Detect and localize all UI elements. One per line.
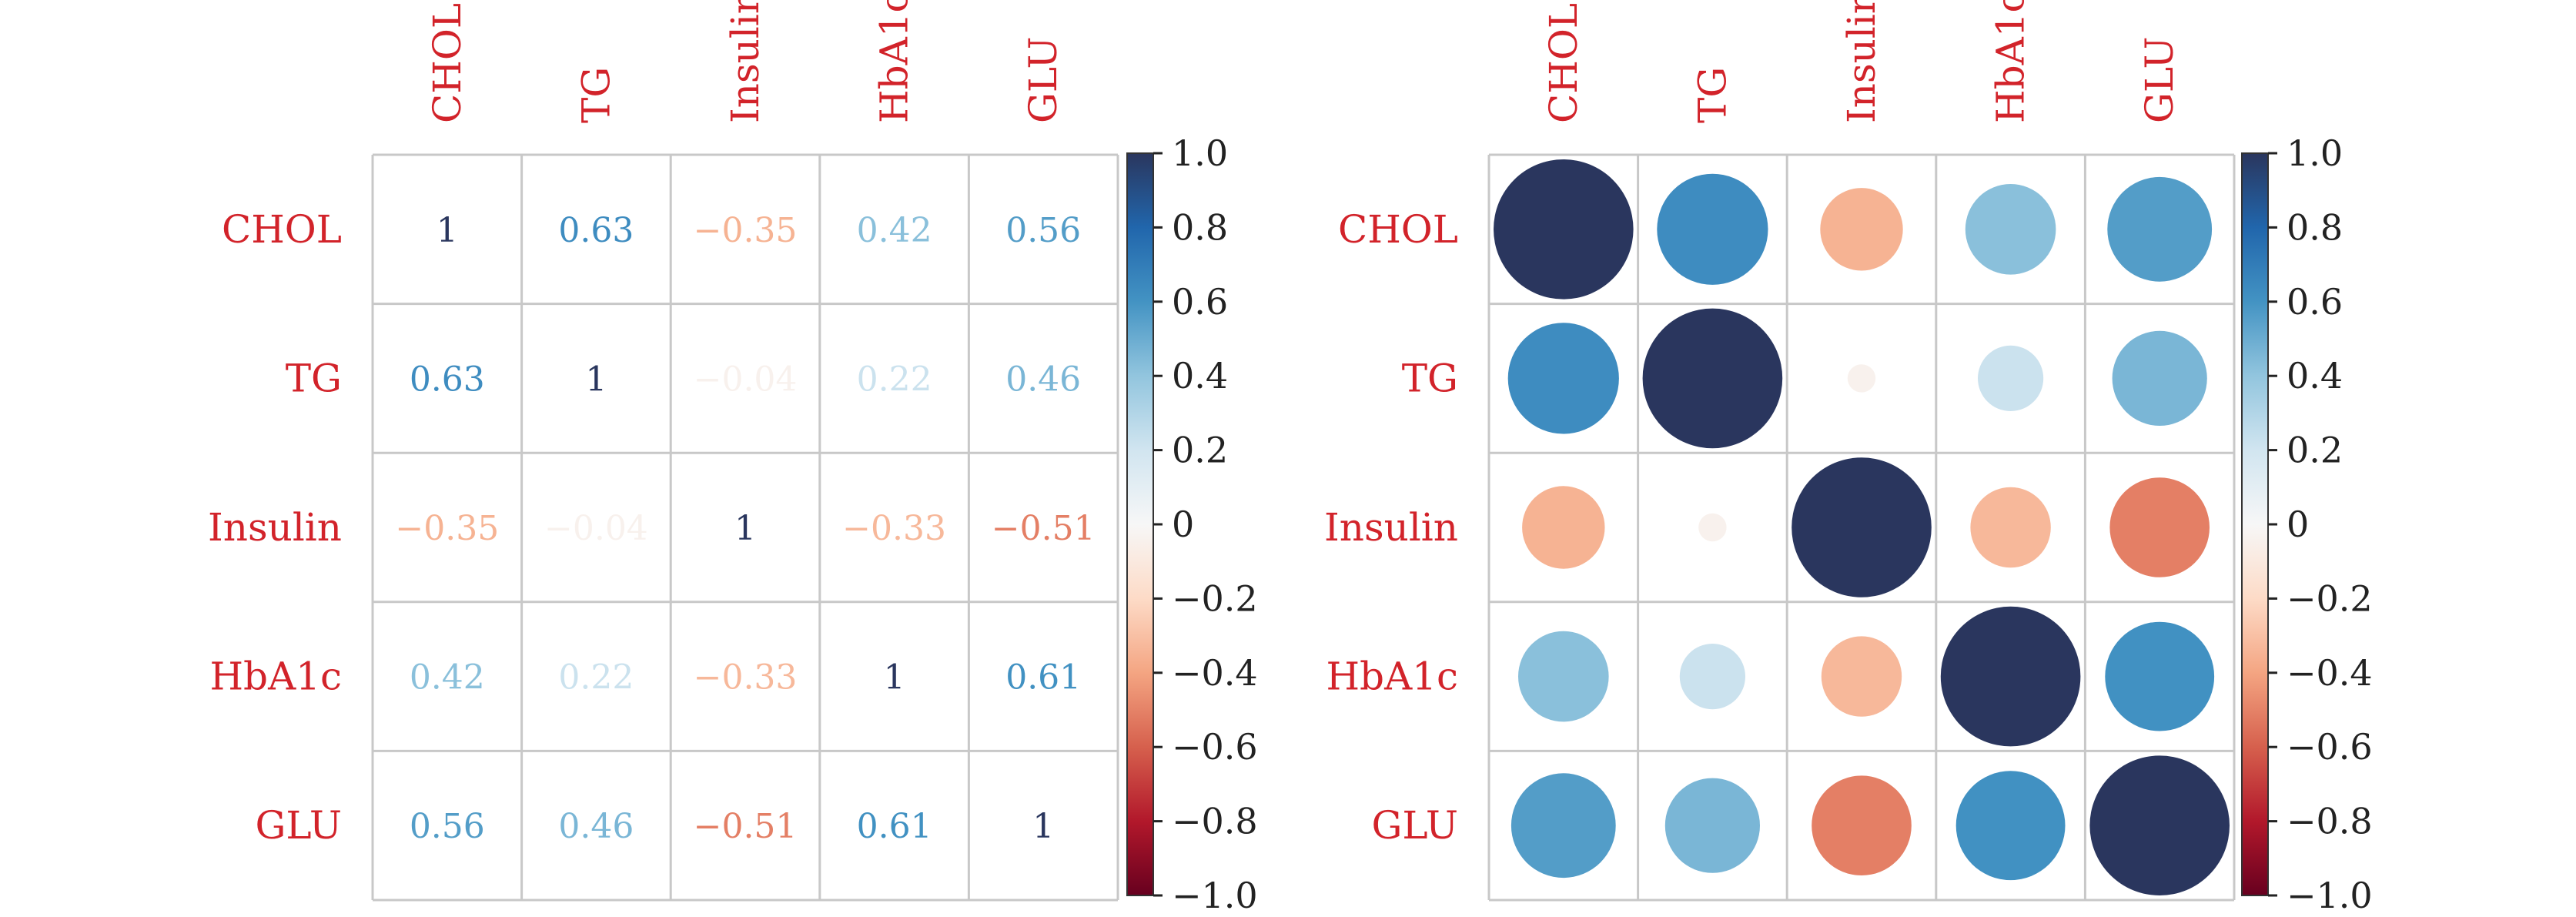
- cell-value: 1: [1032, 807, 1054, 846]
- colorbar-tick-label: −0.2: [2287, 577, 2373, 619]
- correlation-circle: [1978, 345, 2044, 411]
- colorbar-tick-label: 0.6: [2287, 281, 2343, 323]
- cell-value: 1: [884, 658, 905, 698]
- correlation-circle: [1494, 159, 1634, 300]
- cell-value: 0.63: [410, 360, 485, 399]
- colorbar-tick-label: −1.0: [2287, 875, 2373, 916]
- correlation-number-matrix: 1 0.63 −0.35 0.42 0.56 0.63 1 −0.04 0.22 0.46 −0.3…: [208, 0, 1258, 916]
- correlation-circle-matrix: CHOL TG Insulin HbA1c GLU CHOL TG Insulin HbA1c G…: [1324, 0, 2373, 916]
- cell-value: −0.51: [694, 807, 798, 846]
- correlation-circle: [1507, 323, 1619, 434]
- cell-value: 0.56: [410, 807, 485, 846]
- correlation-circle: [1679, 644, 1745, 710]
- row-label: HbA1c: [1326, 654, 1458, 699]
- cell-value: −0.04: [694, 360, 798, 399]
- row-label: CHOL: [222, 207, 342, 252]
- correlation-circle: [2109, 477, 2210, 577]
- colorbar-tick-label: 0.6: [1172, 281, 1228, 323]
- row-label: GLU: [255, 803, 342, 848]
- cell-value: 0.42: [857, 211, 932, 250]
- row-label: GLU: [1371, 803, 1458, 848]
- colorbar-tick-label: −0.8: [1172, 801, 1258, 842]
- colorbar-tick-label: −0.6: [2287, 726, 2373, 768]
- correlation-circle: [1518, 631, 1609, 722]
- cell-value: 1: [734, 509, 756, 548]
- colorbar-tick-label: 0.4: [1172, 355, 1228, 397]
- row-label: Insulin: [208, 505, 342, 550]
- column-label: HbA1c: [1989, 0, 2033, 123]
- correlation-circle: [1642, 308, 1783, 449]
- colorbar-tick-label: −1.0: [1172, 875, 1258, 916]
- correlation-circle: [2112, 330, 2207, 426]
- row-label: Insulin: [1324, 505, 1458, 550]
- colorbar: [2241, 152, 2269, 896]
- correlation-circle: [1510, 773, 1616, 879]
- correlation-circle: [1522, 486, 1605, 569]
- cell-value: −0.33: [694, 658, 798, 698]
- row-label: CHOL: [1338, 207, 1458, 252]
- colorbar-tick-label: 0: [1172, 504, 1194, 545]
- cell-value: 0.46: [558, 807, 634, 846]
- correlation-circle: [1847, 364, 1876, 393]
- colorbar-tick-label: 0.2: [2287, 430, 2343, 471]
- cell-value: 0.42: [410, 658, 485, 698]
- correlation-circle: [1812, 775, 1912, 875]
- colorbar-tick-label: 0.8: [1172, 206, 1228, 248]
- correlation-circle: [2107, 176, 2213, 282]
- colorbar-tick-label: −0.4: [1172, 652, 1258, 694]
- cell-value: 0.56: [1005, 211, 1081, 250]
- row-label: HbA1c: [209, 654, 342, 699]
- colorbar-tick-label: −0.2: [1172, 577, 1258, 619]
- column-label: HbA1c: [872, 0, 917, 123]
- cell-value: 0.46: [1005, 360, 1081, 399]
- colorbar-tick-label: −0.8: [2287, 801, 2373, 842]
- column-label: CHOL: [425, 3, 470, 123]
- correlation-circle: [1965, 183, 2056, 275]
- colorbar-tick-label: 0.2: [1172, 430, 1228, 471]
- row-label: TG: [286, 356, 342, 400]
- correlation-circle: [2089, 755, 2230, 895]
- colorbar-tick-label: 0.4: [2287, 355, 2343, 397]
- cell-value: 0.22: [857, 360, 932, 399]
- correlation-circle: [2105, 621, 2215, 731]
- cell-value: −0.35: [395, 509, 499, 548]
- colorbar-tick-label: 1.0: [2287, 132, 2343, 174]
- colorbar-tick-label: −0.4: [2287, 652, 2373, 694]
- correlation-circle: [1955, 771, 2066, 881]
- correlation-circle: [1657, 173, 1768, 285]
- colorbar-tick-label: −0.6: [1172, 726, 1258, 768]
- correlation-circle: [1820, 188, 1903, 271]
- cell-value: 0.22: [558, 658, 634, 698]
- column-label: Insulin: [723, 0, 768, 123]
- column-label: TG: [574, 67, 618, 123]
- cell-value: 1: [585, 360, 607, 399]
- correlation-circle: [1821, 636, 1902, 717]
- colorbar-tick-label: 0: [2287, 504, 2309, 545]
- correlation-circle: [1791, 457, 1932, 597]
- colorbar-tick-label: 0.8: [2287, 206, 2343, 248]
- column-label: Insulin: [1839, 0, 1884, 123]
- correlation-circle: [1970, 487, 2051, 568]
- cell-value: 0.63: [558, 211, 634, 250]
- cell-value: −0.04: [544, 509, 648, 548]
- correlation-circle: [1698, 513, 1727, 542]
- colorbar-tick-label: 1.0: [1172, 132, 1228, 174]
- row-label: TG: [1402, 356, 1458, 400]
- cell-value: 0.61: [857, 807, 932, 846]
- column-label: CHOL: [1541, 3, 1586, 123]
- column-label: GLU: [1021, 36, 1066, 123]
- cell-value: −0.35: [694, 211, 798, 250]
- colorbar: [1126, 152, 1154, 896]
- column-label: TG: [1690, 67, 1735, 123]
- column-label: GLU: [2137, 36, 2182, 123]
- correlation-circle: [1664, 778, 1760, 873]
- correlation-circle: [1940, 606, 2081, 747]
- cell-value: 0.61: [1005, 658, 1081, 698]
- cell-value: 1: [437, 211, 458, 250]
- cell-value: −0.33: [842, 509, 946, 548]
- cell-value: −0.51: [992, 509, 1096, 548]
